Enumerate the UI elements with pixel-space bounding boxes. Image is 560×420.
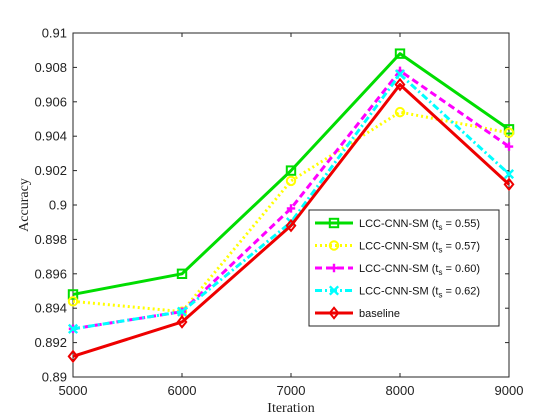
- data-point-circle: [67, 296, 79, 307]
- data-point-square: [503, 124, 515, 135]
- data-point-plus: [329, 263, 339, 273]
- y-tick-label: 0.904: [34, 129, 67, 144]
- data-point-diamond: [503, 177, 515, 192]
- data-point-circle: [394, 106, 406, 118]
- data-point-circle: [503, 127, 515, 138]
- legend-label: LCC-CNN-SM (ts = 0.55): [359, 218, 480, 232]
- data-point-cross: [328, 285, 340, 296]
- data-point-square: [67, 289, 79, 300]
- x-tick-label: 9000: [495, 383, 524, 398]
- series-0: [67, 48, 515, 300]
- y-tick-label: 0.892: [34, 335, 67, 350]
- data-point-circle: [328, 240, 340, 251]
- data-point-plus: [504, 142, 514, 151]
- legend-label: LCC-CNN-SM (ts = 0.62): [359, 286, 480, 300]
- data-point-diamond: [328, 306, 340, 320]
- legend-label: LCC-CNN-SM (ts = 0.60): [359, 263, 480, 277]
- legend-entry: LCC-CNN-SM (ts = 0.55): [315, 217, 480, 232]
- data-point-diamond: [67, 349, 79, 364]
- series-4: [67, 77, 515, 364]
- data-point-circle: [285, 175, 297, 187]
- y-tick-label: 0.906: [34, 94, 67, 109]
- series-layer: [67, 48, 515, 364]
- y-tick-label: 0.898: [34, 232, 67, 247]
- legend-label: LCC-CNN-SM (ts = 0.57): [359, 241, 480, 255]
- series-line: [72, 52, 510, 296]
- y-tick-label: 0.91: [42, 26, 67, 41]
- data-point-cross: [176, 306, 188, 317]
- x-tick-label: 5000: [59, 383, 88, 398]
- legend-label: baseline: [359, 308, 400, 320]
- y-tick-label: 0.89: [42, 370, 67, 385]
- data-point-cross: [503, 168, 515, 180]
- x-tick-label: 8000: [386, 383, 415, 398]
- data-point-cross: [67, 323, 79, 334]
- data-point-plus: [286, 204, 296, 213]
- legend: LCC-CNN-SM (ts = 0.55) LCC-CNN-SM (ts = 0…: [308, 209, 500, 327]
- y-axis-ticks: 0.89 0.892 0.894 0.896 0.898 0.9 0.902 0.904 0.9…: [34, 26, 509, 385]
- y-tick-label: 0.9: [49, 198, 67, 213]
- data-point-square: [176, 268, 188, 280]
- data-point-diamond: [285, 218, 297, 233]
- legend-entry: LCC-CNN-SM (ts = 0.62): [315, 285, 480, 300]
- legend-entry: baseline: [315, 306, 400, 320]
- data-point-square: [285, 165, 297, 176]
- y-tick-label: 0.908: [34, 60, 67, 75]
- x-axis-label: Iteration: [267, 401, 314, 416]
- data-point-diamond: [176, 315, 188, 329]
- data-point-square: [394, 48, 406, 59]
- y-tick-label: 0.894: [34, 301, 67, 316]
- x-tick-label: 6000: [168, 383, 197, 398]
- data-point-square: [328, 217, 340, 229]
- data-point-diamond: [394, 77, 406, 92]
- x-tick-label: 7000: [277, 383, 306, 398]
- series-line: [72, 83, 511, 358]
- x-axis-ticks: 5000 6000 7000 8000 9000: [59, 33, 524, 398]
- y-axis-label: Accuracy: [17, 178, 32, 232]
- y-tick-label: 0.902: [34, 163, 67, 178]
- legend-entry: LCC-CNN-SM (ts = 0.60): [315, 263, 480, 277]
- y-tick-label: 0.896: [34, 266, 67, 281]
- data-point-cross: [394, 69, 406, 80]
- legend-entry: LCC-CNN-SM (ts = 0.57): [315, 240, 480, 255]
